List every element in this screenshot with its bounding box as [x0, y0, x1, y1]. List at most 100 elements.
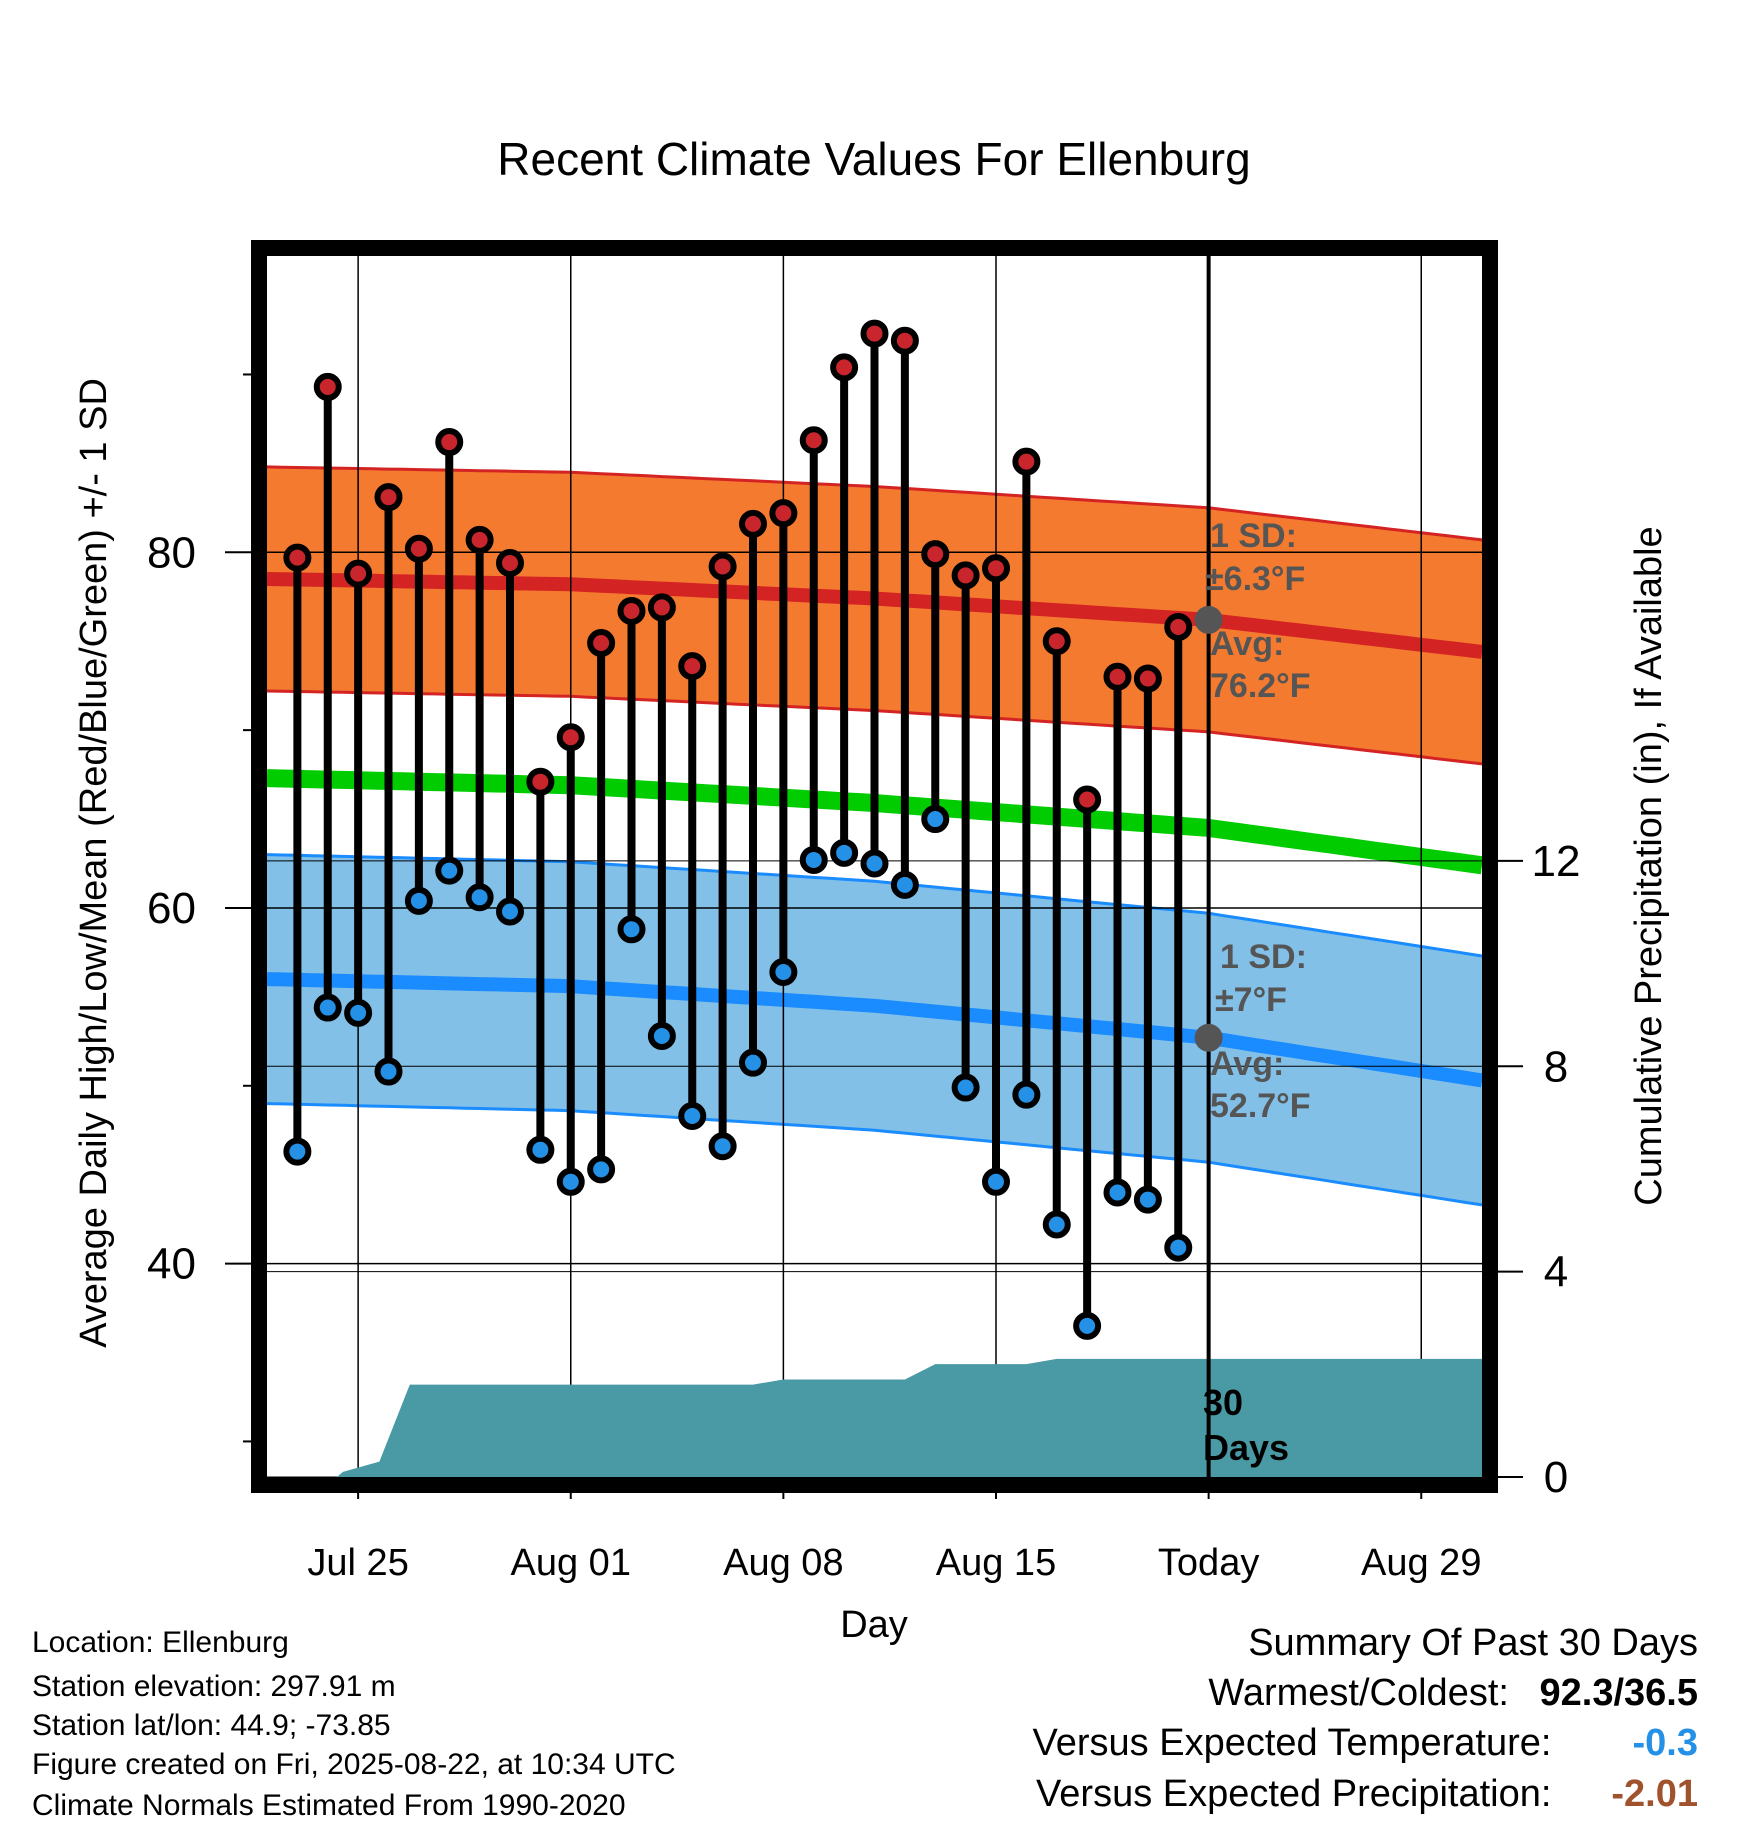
daily-low-point — [374, 1057, 403, 1086]
warm-cold-label: Warmest/Coldest: — [1208, 1672, 1509, 1714]
period-label-unit: Days — [1203, 1427, 1289, 1468]
daily-high-point — [496, 548, 524, 577]
daily-high-point — [1073, 785, 1102, 814]
daily-high-point — [526, 767, 555, 796]
daily-low-point — [313, 993, 342, 1022]
y-tick-label: 80 — [147, 528, 196, 577]
high-sd-label: 1 SD: — [1210, 517, 1297, 555]
daily-high-point — [404, 534, 433, 563]
precip-departure-value: -2.01 — [1611, 1773, 1698, 1815]
daily-high-point — [344, 559, 373, 588]
daily-low-point — [496, 897, 524, 926]
daily-high-point — [921, 540, 950, 569]
daily-high-point — [1042, 627, 1071, 656]
daily-low-point — [860, 849, 889, 878]
precipitation-area — [267, 1358, 1482, 1477]
low-band-upper-edge — [266, 853, 1483, 958]
high-avg-label: Avg: — [1210, 625, 1284, 663]
high-sd-value: ±6.3°F — [1205, 560, 1305, 598]
daily-low-point — [647, 1021, 676, 1050]
low-avg-value: 52.7°F — [1210, 1087, 1311, 1125]
normal-low-line — [266, 972, 1484, 1088]
precip-cumulative-area — [267, 1358, 1482, 1477]
daily-markers — [283, 319, 1193, 1340]
summary-warm-cold: Warmest/Coldest: 92.3/36.5 — [1208, 1672, 1698, 1715]
daily-low-point — [617, 915, 646, 944]
daily-high-point — [1103, 662, 1132, 691]
today-normal-low-dot — [1194, 1023, 1223, 1052]
daily-low-point — [1012, 1080, 1041, 1109]
summary-precip: Versus Expected Precipitation: -2.01 — [1036, 1773, 1698, 1816]
x-axis-label: Day — [840, 1604, 908, 1646]
summary-temp: Versus Expected Temperature: -0.3 — [1033, 1722, 1698, 1765]
daily-high-point — [617, 596, 646, 625]
temp-departure-label: Versus Expected Temperature: — [1032, 1722, 1552, 1764]
daily-low-point — [344, 998, 373, 1027]
daily-low-point — [830, 838, 859, 867]
daily-high-point — [708, 552, 737, 581]
daily-high-point — [739, 509, 767, 538]
daily-low-point — [890, 870, 919, 899]
temp-departure-value: -0.3 — [1632, 1722, 1698, 1764]
axes: Jul 25 Aug 01 Aug 08 Aug 15 Today Aug 2940608… — [147, 373, 1581, 1584]
precip-departure-label: Versus Expected Precipitation: — [1036, 1773, 1552, 1815]
daily-low-point — [435, 856, 464, 885]
y2-tick-label: 8 — [1544, 1042, 1568, 1091]
daily-high-point — [556, 723, 585, 752]
x-tick-label: Jul 25 — [307, 1542, 408, 1584]
x-tick-label: Aug 08 — [723, 1542, 843, 1584]
y2-axis-label: Cumulative Precipitation (in), If Availa… — [1628, 526, 1670, 1205]
daily-high-point — [860, 319, 889, 348]
daily-high-point — [799, 426, 828, 455]
x-tick-label: Aug 01 — [511, 1542, 631, 1584]
summary-title: Summary Of Past 30 Days — [1248, 1622, 1698, 1664]
daily-low-point — [799, 845, 828, 874]
daily-high-point — [283, 543, 312, 572]
normals-info: Climate Normals Estimated From 1990-2020 — [32, 1789, 626, 1822]
daily-high-point — [587, 628, 616, 657]
low-avg-label: Avg: — [1210, 1045, 1284, 1083]
daily-high-point — [647, 593, 676, 622]
daily-low-point — [465, 883, 494, 912]
low-band-lower-edge — [266, 1102, 1483, 1207]
y2-tick-label: 12 — [1532, 837, 1581, 886]
daily-low-point — [708, 1132, 737, 1161]
daily-high-point — [982, 554, 1010, 583]
y-axis-label: Average Daily High/Low/Mean (Red/Blue/Gr… — [73, 378, 115, 1348]
x-tick-label: Aug 15 — [936, 1542, 1056, 1584]
daily-low-point — [283, 1137, 312, 1166]
low-sd-band — [267, 854, 1482, 1205]
daily-low-point — [1133, 1185, 1162, 1214]
y2-tick-label: 4 — [1544, 1248, 1568, 1297]
daily-stems — [293, 333, 1183, 1326]
daily-low-point — [739, 1048, 767, 1077]
created-info: Figure created on Fri, 2025-08-22, at 10… — [32, 1748, 676, 1781]
daily-high-point — [1133, 664, 1162, 693]
daily-low-point — [1042, 1210, 1071, 1239]
daily-low-point — [982, 1167, 1010, 1196]
warm-cold-value: 92.3/36.5 — [1539, 1672, 1698, 1714]
daily-low-point — [769, 957, 798, 986]
low-sd-label: 1 SD: — [1220, 938, 1307, 976]
low-sd-value: ±7°F — [1215, 981, 1287, 1019]
daily-high-point — [890, 326, 919, 355]
location-info: Location: Ellenburg — [32, 1626, 289, 1659]
daily-high-point — [769, 499, 798, 528]
x-tick-label: Today — [1158, 1542, 1259, 1584]
daily-low-point — [951, 1073, 980, 1102]
band-annotations: 1 SD: ±6.3°F Avg: 76.2°F 1 SD: ±7°F Avg: 52.7°F… — [1194, 517, 1311, 1468]
daily-low-point — [1103, 1178, 1132, 1207]
daily-high-point — [678, 652, 707, 681]
chart-title: Recent Climate Values For Ellenburg — [497, 133, 1250, 185]
daily-low-point — [587, 1155, 616, 1184]
daily-low-point — [1073, 1311, 1102, 1340]
daily-low-point — [921, 805, 950, 834]
y-tick-label: 60 — [147, 884, 196, 933]
daily-low-point — [526, 1135, 555, 1164]
daily-low-point — [556, 1167, 585, 1196]
daily-low-point — [678, 1102, 707, 1131]
period-label-number: 30 — [1203, 1382, 1243, 1423]
daily-high-point — [465, 525, 494, 554]
plot-frame — [251, 240, 1498, 1493]
